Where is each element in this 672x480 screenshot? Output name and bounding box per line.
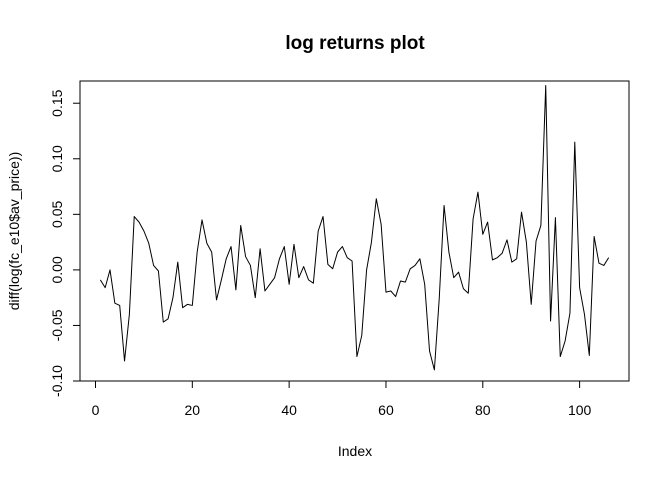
y-tick-label: 0.05 — [49, 200, 65, 227]
x-tick-label: 60 — [378, 402, 394, 418]
y-axis: -0.10 -0.05 0.00 0.05 0.10 0.15 — [49, 89, 81, 397]
y-tick-label: 0.10 — [49, 145, 65, 172]
x-axis-label: Index — [338, 443, 372, 459]
y-axis-label: diff(log(fc_e10$av_price)) — [6, 152, 22, 311]
x-tick-label: 100 — [568, 402, 592, 418]
y-tick-label: 0.00 — [49, 256, 65, 283]
log-returns-line — [99, 84, 610, 371]
chart-title: log returns plot — [285, 33, 425, 54]
x-axis: 0 20 40 60 80 100 — [92, 380, 592, 418]
y-tick-label: -0.05 — [49, 309, 65, 341]
x-tick-label: 40 — [281, 402, 297, 418]
x-tick-label: 0 — [92, 402, 100, 418]
y-tick-label: -0.10 — [49, 365, 65, 397]
x-tick-label: 20 — [185, 402, 201, 418]
y-tick-label: 0.15 — [49, 89, 65, 116]
x-tick-label: 80 — [475, 402, 491, 418]
